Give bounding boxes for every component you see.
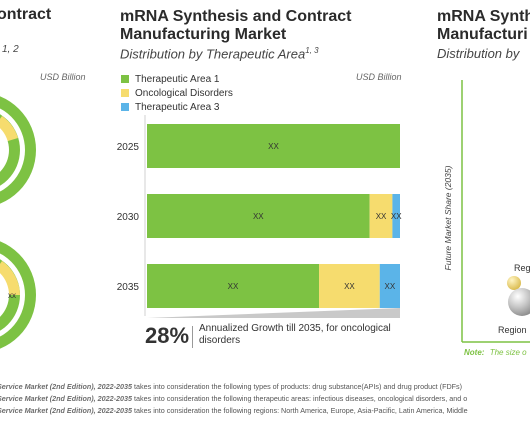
right-title-line2: Manufacturi — [437, 26, 528, 43]
bar-data-label: XX — [228, 282, 239, 291]
legend-swatch — [121, 75, 129, 83]
category-tick-label: 2035 — [117, 282, 140, 293]
bar-segment-therapeutic-area-3 — [392, 194, 400, 238]
footnote-3: Service Market (2nd Edition), 2022-2035 … — [0, 405, 468, 417]
growth-stat-text: Annualized Growth till 2035, for oncolog… — [199, 323, 391, 347]
center-subtitle-sup: 1, 3 — [305, 46, 319, 55]
bar-segment-oncological-disorders — [319, 264, 380, 308]
legend-item-therapeutic-area-1: Therapeutic Area 1 — [121, 72, 233, 86]
right-note-text: The size o — [490, 348, 527, 357]
bar-data-label: XX — [376, 212, 387, 221]
donut-bottom-value-label: xx — [8, 291, 16, 300]
footnote-title: Service Market (2nd Edition), 2022-2035 — [0, 406, 133, 415]
bar-segment-therapeutic-area-1 — [147, 124, 400, 168]
center-unit: USD Billion — [356, 72, 402, 82]
growth-stat-text-line2: disorders — [199, 335, 241, 346]
legend-swatch — [121, 103, 129, 111]
footnotes: Service Market (2nd Edition), 2022-2035 … — [0, 381, 468, 417]
footnote-title: Service Market (2nd Edition), 2022-2035 — [0, 382, 133, 391]
legend-label: Therapeutic Area 1 — [135, 73, 220, 85]
bar-segment-therapeutic-area-3 — [379, 264, 400, 308]
category-tick-label: 2030 — [117, 212, 140, 223]
footnote-1: Service Market (2nd Edition), 2022-2035 … — [0, 381, 468, 393]
bar-data-label: XX — [253, 212, 264, 221]
region-bubble-yellow — [507, 276, 521, 290]
stat-divider — [192, 326, 193, 348]
legend-item-oncological-disorders: Oncological Disorders — [121, 86, 233, 100]
center-subtitle-text: Distribution by Therapeutic Area — [120, 46, 306, 62]
footnote-text: takes into consideration the following t… — [132, 382, 463, 391]
footnote-2: Service Market (2nd Edition), 2022-2035 … — [0, 393, 468, 405]
legend-label: Therapeutic Area 3 — [135, 101, 220, 113]
growth-stat-value: 28% — [145, 323, 190, 348]
growth-wedge — [147, 308, 400, 318]
left-panel-unit: USD Billion — [40, 72, 86, 82]
center-title-line1: mRNA Synthesis and Contract — [120, 8, 352, 25]
legend-label: Oncological Disorders — [135, 87, 233, 99]
bar-segment-therapeutic-area-1 — [147, 264, 320, 308]
category-tick-label: 2025 — [117, 142, 140, 153]
right-subtitle: Distribution by — [437, 46, 520, 61]
bar-data-label: XX — [268, 142, 279, 151]
bar-segment-therapeutic-area-1 — [147, 194, 370, 238]
right-note: Note: The size o — [464, 348, 527, 357]
left-panel-title: ontract — [0, 6, 52, 23]
bar-data-label: XX — [344, 282, 355, 291]
region-label-2: Region — [498, 325, 527, 335]
center-subtitle: Distribution by Therapeutic Area1, 3 — [120, 46, 319, 61]
chart-legend: Therapeutic Area 1 Oncological Disorders… — [121, 72, 233, 114]
bar-segment-oncological-disorders — [369, 194, 393, 238]
right-title-line1: mRNA Synth — [437, 8, 530, 25]
footnote-title: Service Market (2nd Edition), 2022-2035 — [0, 394, 133, 403]
donut-top-hole — [0, 128, 9, 172]
legend-item-therapeutic-area-3: Therapeutic Area 3 — [121, 100, 233, 114]
center-title-line2: Manufacturing Market — [120, 26, 287, 43]
right-note-label: Note: — [464, 348, 485, 357]
right-bubble-chart: Future Market Share (2035) Regi Region N… — [443, 80, 530, 357]
left-donut-charts: xx — [0, 96, 36, 349]
bar-data-label: XX — [385, 282, 396, 291]
footnote-text: takes into consideration the following t… — [132, 394, 468, 403]
bar-data-label: XX — [391, 212, 402, 221]
region-label-1: Regi — [514, 263, 530, 273]
left-panel-superscript: 1, 2 — [2, 44, 19, 55]
growth-stat-text-line1: Annualized Growth till 2035, for oncolog… — [199, 323, 391, 334]
legend-swatch — [121, 89, 129, 97]
region-bubble-silver — [508, 288, 530, 316]
donut-bottom-hole — [0, 273, 9, 317]
right-y-axis-label: Future Market Share (2035) — [443, 165, 453, 270]
footnote-text: takes into consideration the following r… — [132, 406, 468, 415]
stacked-bar-chart: 2025 XX 2030 XX XX XX 2035 XX XX XX — [117, 115, 402, 318]
